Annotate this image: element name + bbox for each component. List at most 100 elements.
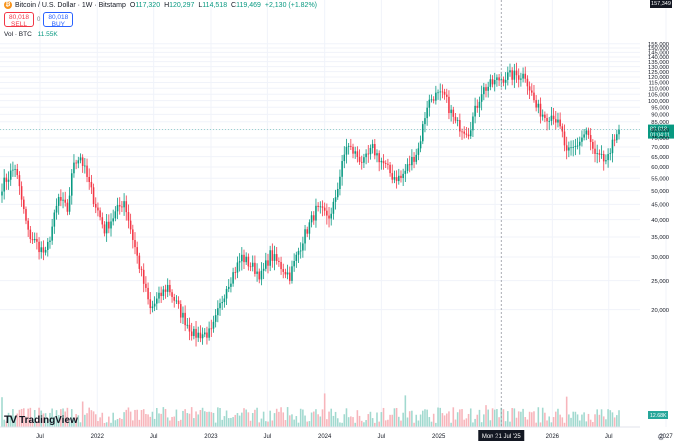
buy-button[interactable]: 80,018 BUY	[43, 12, 74, 28]
volume-bar	[299, 408, 302, 427]
last-price-countdown: 01:04:11	[650, 133, 670, 139]
candle-body	[485, 87, 487, 91]
volume-bar	[70, 409, 73, 427]
volume-bar	[217, 407, 219, 427]
price-tick-label: 70,000	[651, 145, 669, 151]
volume-bar	[437, 407, 439, 427]
price-tick-label: 55,000	[651, 176, 669, 182]
candle-body	[230, 283, 232, 287]
volume-bar	[459, 409, 461, 427]
volume-bar	[408, 411, 411, 427]
volume-bar	[118, 417, 121, 427]
candle-body	[500, 79, 503, 81]
candle-body	[428, 99, 431, 108]
volume-bar	[347, 417, 350, 427]
candle-body	[380, 160, 383, 163]
candle-body	[358, 157, 361, 162]
volume-bar	[426, 409, 428, 427]
volume-bar	[404, 395, 407, 427]
volume-bar	[469, 408, 472, 427]
volume-bar	[190, 407, 193, 427]
candle-body	[156, 298, 158, 304]
time-tick-label: 2022	[91, 434, 105, 440]
candle-body	[51, 226, 53, 241]
candle-body	[97, 207, 99, 211]
volume-bar	[127, 407, 130, 427]
candle-body	[443, 91, 446, 95]
candle-body	[153, 303, 156, 307]
price-tick-label: 65,000	[651, 155, 669, 161]
volume-bar	[531, 412, 533, 427]
candle-body	[445, 94, 448, 97]
time-tick-label: Jul	[605, 434, 613, 440]
candle-body	[544, 114, 546, 118]
candle-body	[336, 188, 339, 198]
volume-bar	[400, 420, 402, 427]
volume-bar	[286, 407, 289, 427]
volume-bar	[31, 421, 34, 427]
candle-body	[483, 87, 485, 95]
price-axis[interactable]: 20,000 25,000 30,000 35,000 40,000 45,000 50,0…	[648, 42, 669, 314]
candle-body	[232, 272, 234, 284]
candle-body	[162, 289, 165, 297]
volume-bar	[230, 417, 232, 427]
gear-icon[interactable]: ⚙	[656, 432, 666, 442]
candle-body	[426, 107, 428, 119]
volume-bar	[214, 422, 217, 427]
volume-bar	[225, 410, 228, 427]
volume-bar	[358, 415, 361, 427]
volume-bar	[1, 397, 3, 427]
time-tick-label: 2027	[659, 434, 673, 440]
volume-bar	[302, 409, 304, 427]
volume-bar	[55, 410, 58, 427]
candle-body	[29, 229, 32, 240]
price-tick-label: 45,000	[651, 203, 669, 209]
candle-body	[502, 79, 505, 83]
volume-bar	[315, 409, 317, 427]
volume-bar	[491, 408, 494, 427]
volume-bar	[548, 416, 551, 427]
sell-button[interactable]: 80,018 SELL	[4, 12, 34, 28]
volume-bar	[432, 413, 435, 427]
volume-bar	[23, 408, 25, 427]
candle-body	[607, 154, 609, 161]
candle-body	[354, 151, 356, 154]
volume-bar	[465, 418, 468, 427]
price-tick-label: 145,000	[648, 51, 669, 57]
volume-bar	[110, 422, 112, 427]
price-tick-label: 95,000	[651, 105, 669, 111]
tradingview-logo[interactable]: TV TradingView	[4, 414, 78, 426]
bitcoin-icon: ₿	[4, 1, 12, 9]
volume-price-tag-label: 12.68K	[650, 413, 667, 419]
candle-body	[343, 154, 346, 162]
symbol-legend[interactable]: ₿ Bitcoin / U.S. Dollar · 1W · Bitstamp …	[4, 1, 319, 9]
time-axis[interactable]: Jul 2022 Jul 2023 Jul 2024 Jul 2025 Jul 2026 Jul 20…	[0, 426, 673, 440]
volume-bar	[435, 422, 437, 427]
candle-body	[134, 239, 136, 248]
volume-legend[interactable]: Vol · BTC 11.55K	[4, 31, 58, 38]
candle-body	[169, 284, 171, 293]
volume-bar	[504, 421, 507, 427]
volume-bar	[245, 409, 247, 427]
volume-bar	[260, 418, 263, 427]
candle-body	[406, 164, 409, 171]
candle-body	[454, 116, 457, 121]
volume-bar	[378, 421, 380, 427]
volume-bar	[541, 407, 544, 427]
time-tick-label: Jul	[264, 434, 272, 440]
candle-body	[108, 221, 110, 229]
candle-body	[326, 210, 328, 216]
volume-bar	[594, 414, 596, 427]
volume-bar	[219, 407, 221, 427]
candle-body	[245, 256, 247, 263]
candle-body	[587, 130, 590, 136]
candle-body	[258, 271, 261, 280]
volume-bar	[310, 412, 313, 427]
volume-bar	[114, 420, 117, 427]
candle-body	[125, 201, 128, 213]
candle-body	[195, 328, 197, 338]
volume-bar	[384, 420, 387, 427]
candle-body	[81, 157, 84, 167]
candle-body	[539, 103, 542, 117]
